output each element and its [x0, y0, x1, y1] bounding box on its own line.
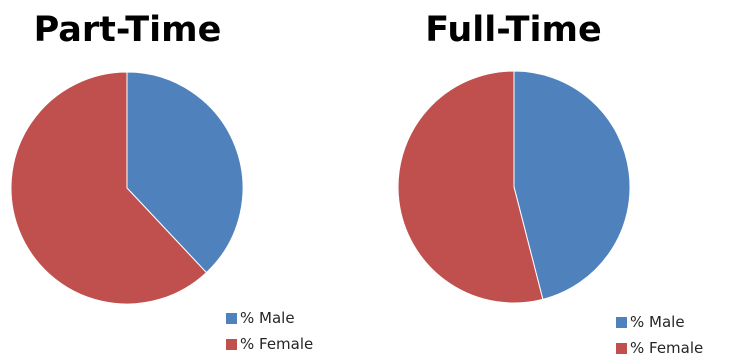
pie-slice-male — [513, 70, 631, 300]
legend-label-female: % Female — [240, 335, 314, 353]
legend-item-female: % Female — [226, 331, 313, 357]
pie-chart-full-time: Full-Time % Male % Female — [386, 0, 738, 357]
chart-legend: % Male % Female — [226, 305, 313, 357]
legend-item-male: % Male — [616, 309, 703, 335]
pie-plot-area — [397, 70, 631, 304]
legend-label-male: % Male — [240, 309, 295, 327]
legend-item-female: % Female — [616, 335, 703, 361]
legend-swatch-female — [226, 338, 237, 350]
pie-slice-female — [10, 71, 208, 305]
pie-slice-male — [126, 71, 244, 274]
legend-swatch-female — [616, 342, 627, 354]
pie-plot-area — [10, 71, 244, 305]
legend-swatch-male — [616, 316, 627, 328]
legend-label-male: % Male — [630, 313, 685, 331]
legend-item-male: % Male — [226, 305, 313, 331]
chart-legend: % Male % Female — [616, 309, 703, 361]
pie-slice-female — [397, 70, 544, 304]
legend-label-female: % Female — [630, 339, 704, 357]
legend-swatch-male — [226, 312, 237, 324]
chart-title: Full-Time — [425, 10, 602, 50]
chart-title: Part-Time — [33, 10, 222, 50]
pie-chart-part-time: Part-Time % Male % Female — [0, 0, 313, 356]
